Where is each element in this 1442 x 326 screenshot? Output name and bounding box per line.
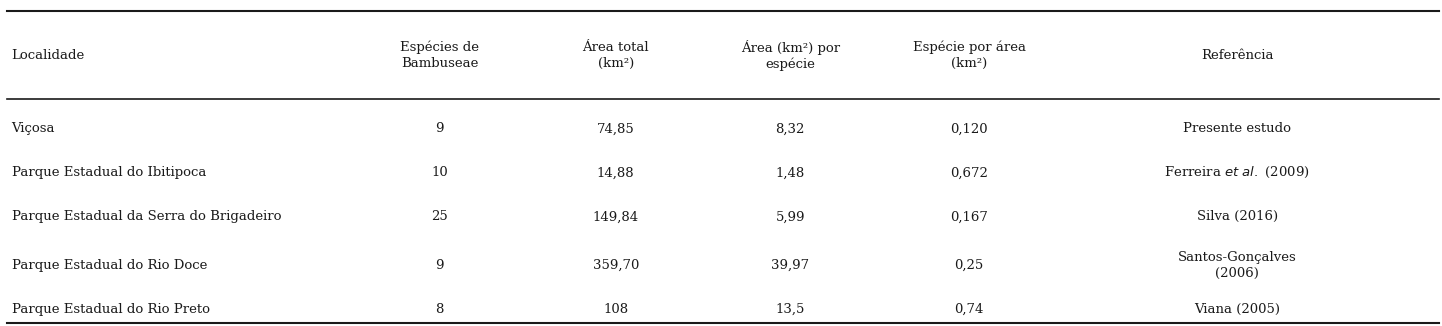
Text: 108: 108 — [603, 303, 629, 316]
Text: 5,99: 5,99 — [776, 210, 805, 223]
Text: Viçosa: Viçosa — [12, 122, 55, 135]
Text: Presente estudo: Presente estudo — [1184, 122, 1291, 135]
Text: 25: 25 — [431, 210, 448, 223]
Text: 10: 10 — [431, 166, 448, 179]
Text: 0,120: 0,120 — [950, 122, 988, 135]
Text: Santos-Gonçalves
(2006): Santos-Gonçalves (2006) — [1178, 251, 1296, 280]
Text: 0,672: 0,672 — [950, 166, 988, 179]
Text: Referência: Referência — [1201, 49, 1273, 62]
Text: 0,25: 0,25 — [955, 259, 983, 272]
Text: Área total
(km²): Área total (km²) — [583, 41, 649, 70]
Text: 8,32: 8,32 — [776, 122, 805, 135]
Text: Ferreira $\it{et\ al.}$ (2009): Ferreira $\it{et\ al.}$ (2009) — [1164, 165, 1311, 180]
Text: 0,167: 0,167 — [950, 210, 988, 223]
Text: Parque Estadual do Ibitipoca: Parque Estadual do Ibitipoca — [12, 166, 206, 179]
Text: Parque Estadual do Rio Preto: Parque Estadual do Rio Preto — [12, 303, 209, 316]
Text: 8: 8 — [435, 303, 444, 316]
Text: Parque Estadual do Rio Doce: Parque Estadual do Rio Doce — [12, 259, 206, 272]
Text: Área (km²) por
espécie: Área (km²) por espécie — [741, 39, 839, 71]
Text: 74,85: 74,85 — [597, 122, 634, 135]
Text: Silva (2016): Silva (2016) — [1197, 210, 1278, 223]
Text: 9: 9 — [435, 259, 444, 272]
Text: 149,84: 149,84 — [593, 210, 639, 223]
Text: 0,74: 0,74 — [955, 303, 983, 316]
Text: 359,70: 359,70 — [593, 259, 639, 272]
Text: 9: 9 — [435, 122, 444, 135]
Text: 13,5: 13,5 — [776, 303, 805, 316]
Text: Localidade: Localidade — [12, 49, 85, 62]
Text: 1,48: 1,48 — [776, 166, 805, 179]
Text: Viana (2005): Viana (2005) — [1194, 303, 1280, 316]
Text: Espécies de
Bambuseae: Espécies de Bambuseae — [401, 41, 479, 70]
Text: Espécie por área
(km²): Espécie por área (km²) — [913, 41, 1025, 70]
Text: 39,97: 39,97 — [771, 259, 809, 272]
Text: 14,88: 14,88 — [597, 166, 634, 179]
Text: Parque Estadual da Serra do Brigadeiro: Parque Estadual da Serra do Brigadeiro — [12, 210, 281, 223]
